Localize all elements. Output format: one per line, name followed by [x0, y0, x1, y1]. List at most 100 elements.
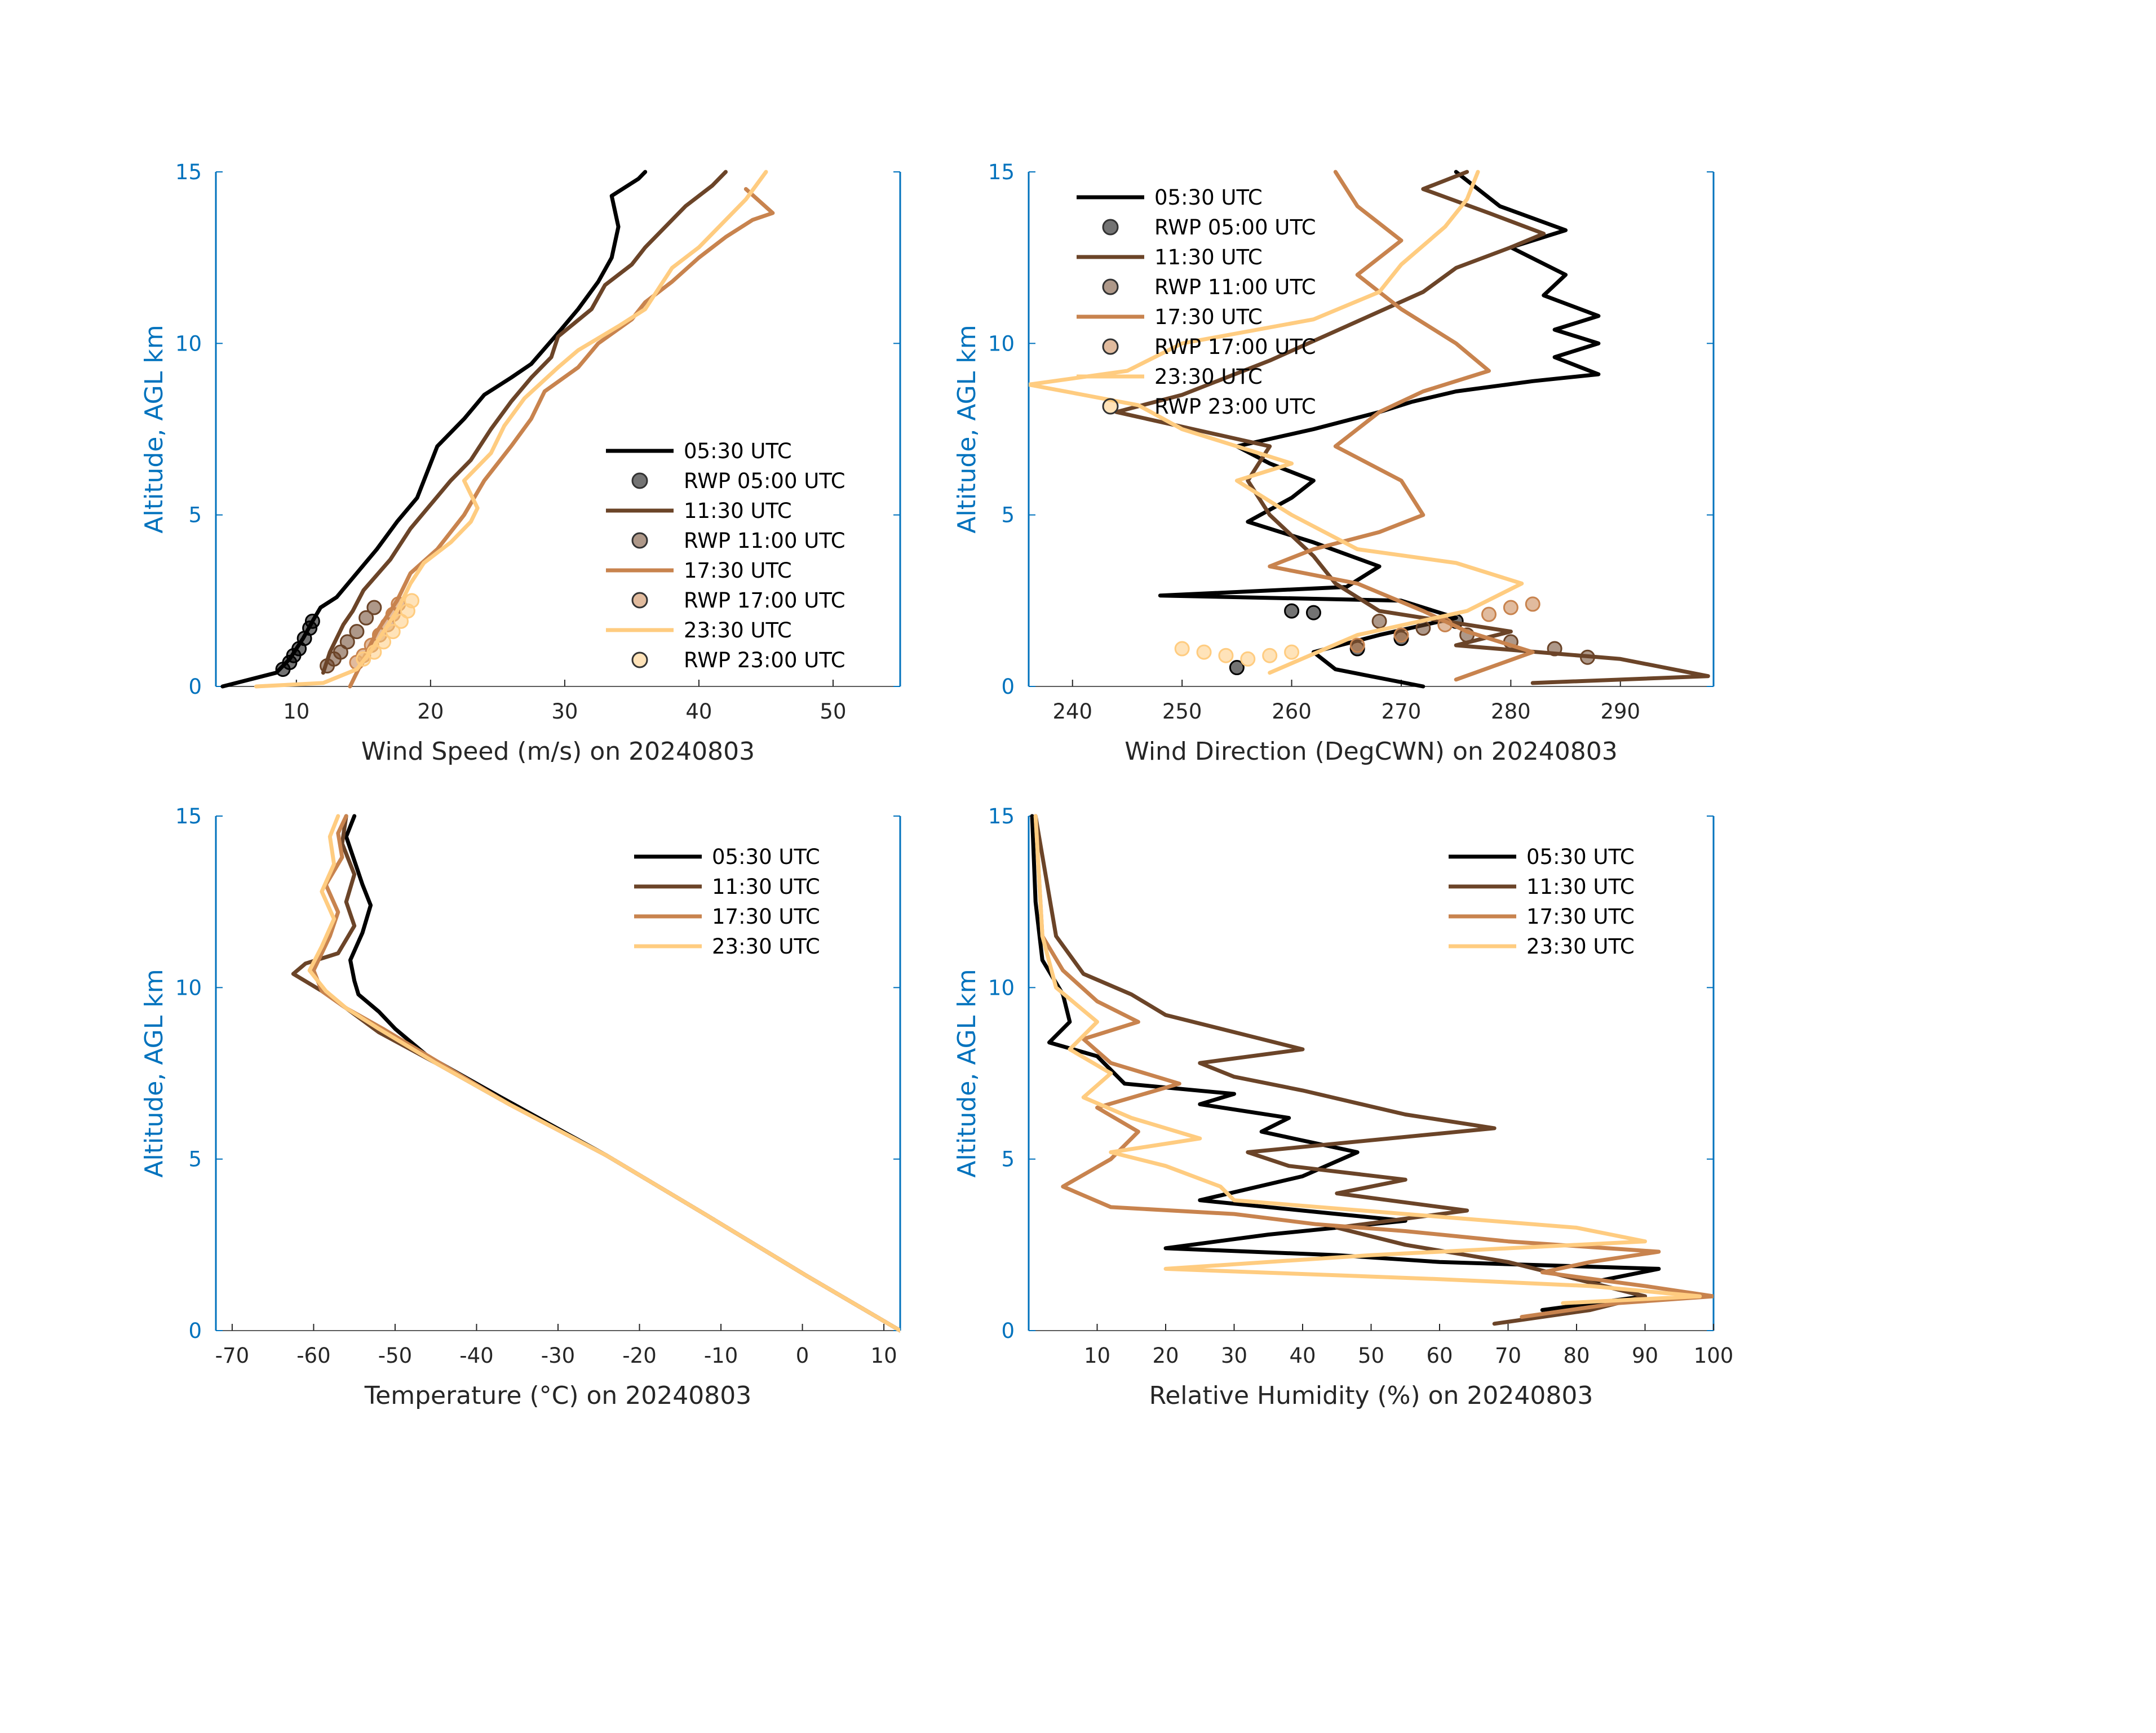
legend-swatch-marker [631, 592, 648, 609]
series-line-23-30-utc [1029, 170, 1524, 675]
series-line-17-30-utc [1268, 170, 1535, 682]
x-tick-label: 40 [685, 699, 712, 724]
panel-relative_humidity: 10 20 30 40 50 60 70 80 90 100 0 5 10 15 Relative Humi… [953, 804, 1733, 1410]
legend-swatch-marker [1102, 219, 1119, 236]
series-line-23-30-utc [307, 814, 900, 1333]
x-tick-label: -10 [704, 1344, 738, 1368]
legend-label: RWP 17:00 UTC [1154, 335, 1316, 359]
rwp-point-rwp-11-00-utc [339, 634, 355, 650]
x-axis-label: Relative Humidity (%) on 20240803 [1149, 1381, 1593, 1410]
y-tick-label: 5 [1001, 1147, 1015, 1172]
legend-swatch-marker [1102, 338, 1119, 355]
rwp-point-rwp-17-00-utc [1437, 617, 1453, 632]
rwp-point-rwp-05-00-utc [1305, 605, 1321, 620]
y-tick-label: 10 [988, 976, 1015, 1000]
y-axis-label: Altitude, AGL km [140, 969, 169, 1177]
y-axis-label: Altitude, AGL km [953, 325, 981, 533]
panel-wind_speed: 10 20 30 40 50 0 5 10 15 Wind Speed (m/s) on 2024… [140, 160, 901, 766]
y-tick-label: 0 [188, 675, 202, 699]
legend-label: 17:30 UTC [684, 559, 792, 583]
x-tick-label: 90 [1632, 1344, 1658, 1368]
y-tick-label: 0 [188, 1319, 202, 1343]
series-line-23-30-utc [1033, 814, 1702, 1305]
plot-area [220, 170, 775, 689]
rwp-point-rwp-11-00-utc [1371, 613, 1387, 629]
x-tick-label: 240 [1052, 699, 1092, 724]
rwp-point-rwp-05-00-utc [1284, 603, 1300, 619]
legend-label: 05:30 UTC [684, 439, 792, 463]
series-line-17-30-utc [1033, 814, 1714, 1319]
y-tick-label: 15 [988, 160, 1015, 184]
legend-label: RWP 05:00 UTC [684, 469, 845, 493]
x-tick-label: -50 [378, 1344, 412, 1368]
legend-label: RWP 05:00 UTC [1154, 215, 1316, 240]
series-line-23-30-utc [254, 170, 768, 689]
series-line-05-30-utc [220, 170, 648, 689]
x-tick-label: 10 [283, 699, 309, 724]
x-tick-label: 20 [417, 699, 444, 724]
x-tick-label: 60 [1426, 1344, 1453, 1368]
rwp-point-rwp-11-00-utc [349, 624, 365, 640]
y-tick-label: 15 [988, 804, 1015, 828]
x-tick-label: 280 [1491, 699, 1531, 724]
legend-swatch-marker [631, 472, 648, 489]
legend-label: 11:30 UTC [1154, 245, 1263, 269]
legend-swatch-marker [1102, 398, 1119, 415]
legend-label: 17:30 UTC [1154, 305, 1263, 329]
x-tick-label: 270 [1382, 699, 1422, 724]
y-tick-label: 0 [1001, 1319, 1015, 1343]
rwp-point-rwp-11-00-utc [1579, 649, 1595, 665]
legend: 05:30 UTC 11:30 UTC 17:30 UTC 23:30 UTC [634, 845, 820, 959]
y-axis-label: Altitude, AGL km [140, 325, 169, 533]
legend-label: 11:30 UTC [1526, 875, 1635, 899]
y-tick-label: 0 [1001, 675, 1015, 699]
plot-area [1030, 814, 1714, 1326]
legend: 05:30 UTC 11:30 UTC 17:30 UTC 23:30 UTC [1449, 845, 1635, 959]
x-tick-label: -20 [622, 1344, 656, 1368]
x-tick-label: 0 [796, 1344, 809, 1368]
series-line-05-30-utc [1030, 814, 1661, 1312]
rwp-point-rwp-23-00-utc [1218, 648, 1234, 663]
legend-swatch-marker [1102, 278, 1119, 295]
x-tick-label: -70 [215, 1344, 249, 1368]
legend-label: 11:30 UTC [712, 875, 820, 899]
legend: 05:30 UTC RWP 05:00 UTC 11:30 UTC RWP 11:00… [606, 439, 845, 672]
legend: 05:30 UTC RWP 05:00 UTC 11:30 UTC RWP 11:00… [1077, 185, 1316, 419]
plot-area [291, 814, 900, 1333]
x-tick-label: 20 [1152, 1344, 1179, 1368]
y-tick-label: 5 [188, 1147, 202, 1172]
y-tick-label: 15 [175, 804, 202, 828]
rwp-point-rwp-17-00-utc [1525, 596, 1540, 612]
legend-swatch-marker [631, 651, 648, 668]
rwp-point-rwp-11-00-utc [1547, 641, 1562, 657]
y-tick-label: 10 [988, 331, 1015, 356]
x-tick-label: 50 [820, 699, 846, 724]
legend-label: 17:30 UTC [1526, 905, 1635, 929]
x-axis-label: Temperature (°C) on 20240803 [364, 1381, 752, 1410]
legend-label: RWP 17:00 UTC [684, 588, 845, 613]
legend-label: 23:30 UTC [1154, 365, 1263, 389]
x-tick-label: 80 [1563, 1344, 1590, 1368]
x-tick-label: 10 [871, 1344, 897, 1368]
rwp-point-rwp-23-00-utc [376, 634, 392, 650]
rwp-point-rwp-23-00-utc [1196, 644, 1212, 660]
rwp-point-rwp-11-00-utc [358, 610, 374, 626]
rwp-point-rwp-23-00-utc [356, 651, 371, 667]
y-tick-label: 10 [175, 331, 202, 356]
rwp-point-rwp-23-00-utc [1262, 648, 1278, 663]
rwp-point-rwp-17-00-utc [1481, 606, 1497, 622]
legend-label: RWP 11:00 UTC [1154, 275, 1316, 299]
rwp-point-rwp-11-00-utc [366, 600, 382, 615]
y-tick-label: 5 [188, 503, 202, 528]
y-tick-label: 5 [1001, 503, 1015, 528]
legend-swatch-marker [631, 532, 648, 549]
x-tick-label: -30 [541, 1344, 575, 1368]
rwp-point-rwp-05-00-utc [304, 613, 320, 629]
rwp-point-rwp-23-00-utc [366, 644, 382, 660]
rwp-point-rwp-23-00-utc [1174, 641, 1190, 657]
legend-label: 23:30 UTC [684, 618, 792, 642]
y-tick-label: 10 [175, 976, 202, 1000]
panel-wind_direction: 240 250 260 270 280 290 0 5 10 15 Wind Direction (… [953, 160, 1715, 766]
x-tick-label: 40 [1289, 1344, 1316, 1368]
